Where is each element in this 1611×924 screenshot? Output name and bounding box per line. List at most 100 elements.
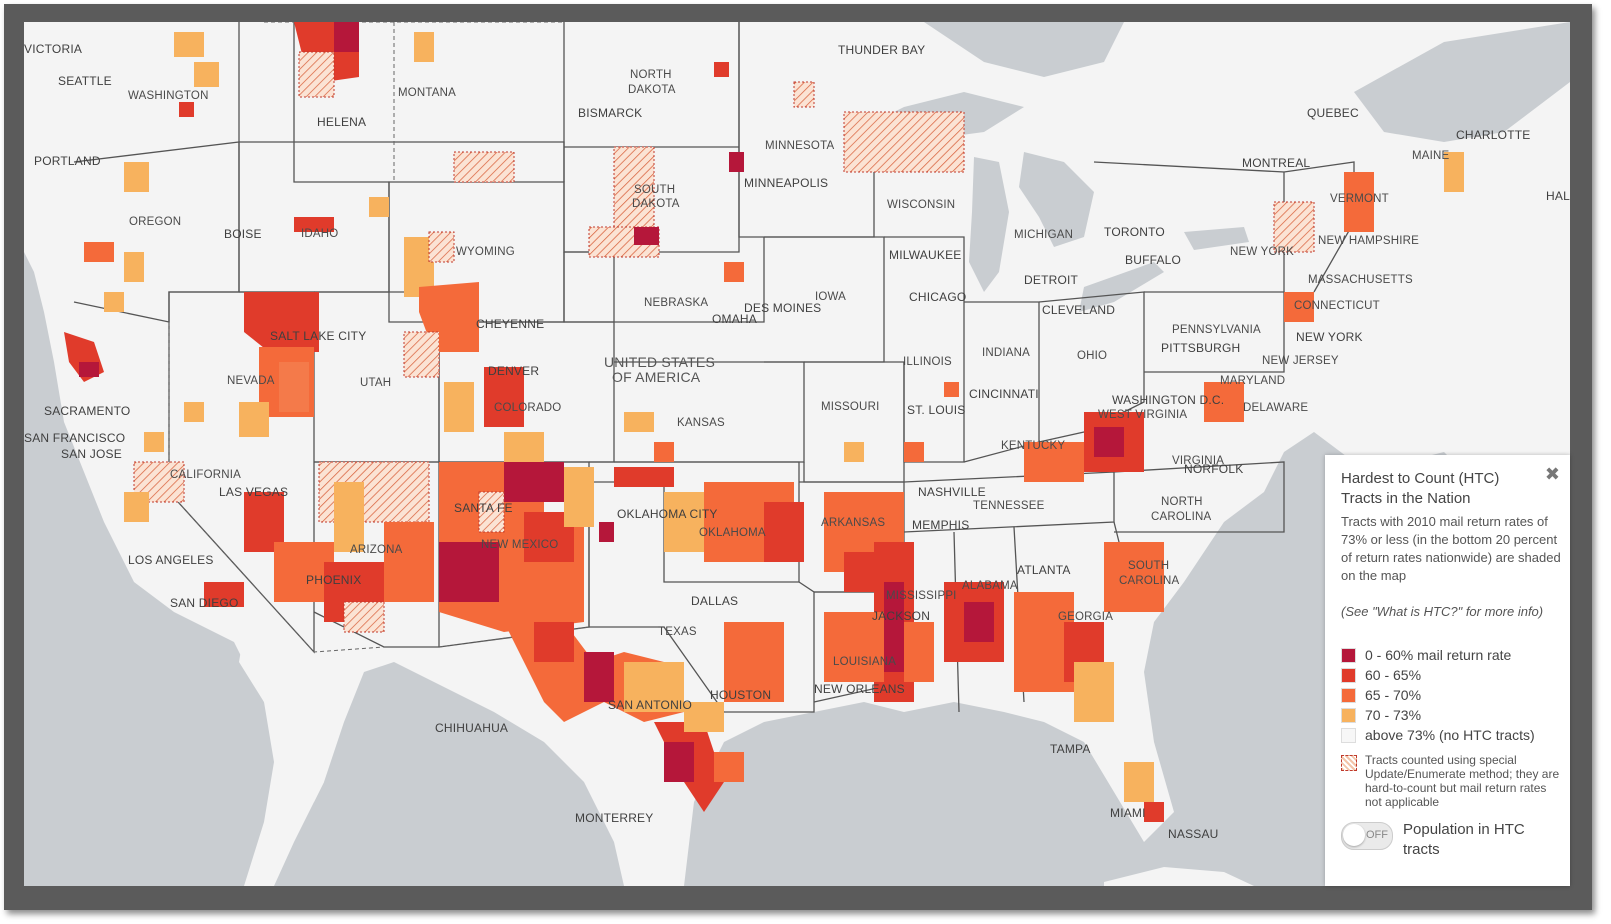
map-labels: UNITED STATES OF AMERICA WASHINGTON MONT… bbox=[24, 42, 1570, 841]
lake-ontario bbox=[1184, 227, 1249, 250]
state-label: VIRGINIA bbox=[1172, 455, 1224, 467]
city-label: DES MOINES bbox=[744, 301, 821, 315]
city-label: SAN JOSE bbox=[61, 447, 122, 461]
city-label: DENVER bbox=[488, 364, 539, 378]
special-method-text: Tracts counted using special Update/Enum… bbox=[1365, 753, 1560, 809]
city-label: DETROIT bbox=[1024, 273, 1079, 287]
city-label: MINNEAPOLIS bbox=[744, 176, 828, 190]
city-label: THUNDER BAY bbox=[838, 43, 925, 57]
city-label: BOISE bbox=[224, 227, 262, 241]
map-svg[interactable]: UNITED STATES OF AMERICA WASHINGTON MONT… bbox=[24, 22, 1570, 886]
legend-item-label: above 73% (no HTC tracts) bbox=[1365, 727, 1535, 743]
state-label: IDAHO bbox=[301, 228, 338, 240]
city-label: PITTSBURGH bbox=[1161, 341, 1240, 355]
legend-item: 0 - 60% mail return rate bbox=[1341, 645, 1535, 665]
city-label: SACRAMENTO bbox=[44, 404, 130, 418]
city-label: SAN FRANCISCO bbox=[24, 431, 125, 445]
state-label: CALIFORNIA bbox=[170, 469, 241, 481]
city-label: CHEYENNE bbox=[476, 317, 544, 331]
state-label: MARYLAND bbox=[1220, 375, 1285, 387]
legend-item: 65 - 70% bbox=[1341, 685, 1535, 705]
state-label: SOUTH bbox=[1128, 560, 1169, 572]
state-label: MISSISSIPPI bbox=[886, 590, 957, 602]
close-icon[interactable]: ✖ bbox=[1544, 464, 1560, 484]
htc-tracts bbox=[64, 22, 1464, 822]
land-baja bbox=[239, 632, 324, 802]
legend-item: 60 - 65% bbox=[1341, 665, 1535, 685]
state-label: DELAWARE bbox=[1243, 402, 1308, 414]
state-label: MICHIGAN bbox=[1014, 229, 1073, 241]
city-label: HOUSTON bbox=[710, 688, 771, 702]
population-toggle-label: Population in HTC tracts bbox=[1403, 821, 1525, 858]
legend-item: above 73% (no HTC tracts) bbox=[1341, 725, 1535, 745]
city-label: MONTERREY bbox=[575, 811, 653, 825]
state-label: DAKOTA bbox=[628, 84, 676, 96]
city-label: LOS ANGELES bbox=[128, 553, 214, 567]
city-label: SAN DIEGO bbox=[170, 596, 238, 610]
legend-swatch bbox=[1341, 727, 1356, 743]
city-label: TAMPA bbox=[1050, 742, 1091, 756]
city-label: CHARLOTTE bbox=[1456, 128, 1530, 142]
state-label: GEORGIA bbox=[1058, 611, 1113, 623]
city-label: BISMARCK bbox=[578, 106, 642, 120]
state-label: ARKANSAS bbox=[821, 517, 885, 529]
map-canvas[interactable]: UNITED STATES OF AMERICA WASHINGTON MONT… bbox=[24, 22, 1570, 886]
land-cuba bbox=[1104, 867, 1254, 886]
state-label: WEST VIRGINIA bbox=[1098, 409, 1187, 421]
state-label: NEBRASKA bbox=[644, 297, 708, 309]
city-label: HAL bbox=[1546, 189, 1570, 203]
legend-item-label: 0 - 60% mail return rate bbox=[1365, 647, 1512, 663]
lake-erie bbox=[1079, 262, 1164, 312]
state-label: VERMONT bbox=[1330, 193, 1389, 205]
city-label: SAN ANTONIO bbox=[608, 698, 692, 712]
city-label: PHOENIX bbox=[306, 573, 361, 587]
hatch-swatch-icon bbox=[1341, 755, 1357, 771]
city-label: PORTLAND bbox=[34, 154, 101, 168]
city-label: NEW ORLEANS bbox=[814, 682, 905, 696]
city-label: HELENA bbox=[317, 115, 366, 129]
city-label: ATLANTA bbox=[1017, 563, 1071, 577]
legend-swatch bbox=[1341, 647, 1356, 663]
country-label: UNITED STATES bbox=[604, 354, 715, 370]
state-label: OREGON bbox=[129, 216, 181, 228]
state-label: DAKOTA bbox=[632, 198, 680, 210]
city-label: OMAHA bbox=[712, 312, 757, 326]
state-label: MONTANA bbox=[398, 87, 456, 99]
city-label: ST. LOUIS bbox=[907, 403, 965, 417]
state-label: ILLINOIS bbox=[903, 356, 952, 368]
country-label-2: OF AMERICA bbox=[612, 369, 701, 385]
legend-item: 70 - 73% bbox=[1341, 705, 1535, 725]
city-label: MEMPHIS bbox=[912, 518, 969, 532]
state-label: CAROLINA bbox=[1151, 511, 1212, 523]
city-label: VICTORIA bbox=[24, 42, 82, 56]
city-label: QUEBEC bbox=[1307, 106, 1359, 120]
city-label: LAS VEGAS bbox=[219, 485, 288, 499]
city-label: SALT LAKE CITY bbox=[270, 329, 366, 343]
city-label: NASSAU bbox=[1168, 827, 1219, 841]
lake-michigan bbox=[969, 157, 1009, 292]
state-label: NEW HAMPSHIRE bbox=[1318, 235, 1419, 247]
state-label: INDIANA bbox=[982, 347, 1030, 359]
legend-special-method: Tracts counted using special Update/Enum… bbox=[1341, 753, 1561, 809]
state-label: IOWA bbox=[815, 291, 846, 303]
state-label: ARIZONA bbox=[350, 544, 403, 556]
city-label: SANTA FE bbox=[454, 501, 513, 515]
state-label: SOUTH bbox=[634, 184, 675, 196]
state-label: NEW JERSEY bbox=[1262, 355, 1339, 367]
population-toggle-row: OFF Population in HTC tracts bbox=[1341, 820, 1543, 860]
state-label: OHIO bbox=[1077, 350, 1107, 362]
state-label: CAROLINA bbox=[1119, 575, 1180, 587]
population-toggle[interactable]: OFF bbox=[1341, 822, 1393, 850]
city-label: NEW YORK bbox=[1296, 330, 1363, 344]
state-label: CONNECTICUT bbox=[1294, 300, 1380, 312]
legend-item-label: 65 - 70% bbox=[1365, 687, 1422, 703]
state-label: WASHINGTON bbox=[128, 90, 209, 102]
legend-swatch bbox=[1341, 667, 1356, 683]
state-label: OKLAHOMA bbox=[699, 527, 766, 539]
state-label: PENNSYLVANIA bbox=[1172, 324, 1261, 336]
city-label: CHICAGO bbox=[909, 290, 966, 304]
city-label: MIAMI bbox=[1110, 806, 1146, 820]
city-label: OKLAHOMA CITY bbox=[617, 507, 718, 521]
city-label: BUFFALO bbox=[1125, 253, 1181, 267]
state-label: LOUISIANA bbox=[833, 656, 896, 668]
